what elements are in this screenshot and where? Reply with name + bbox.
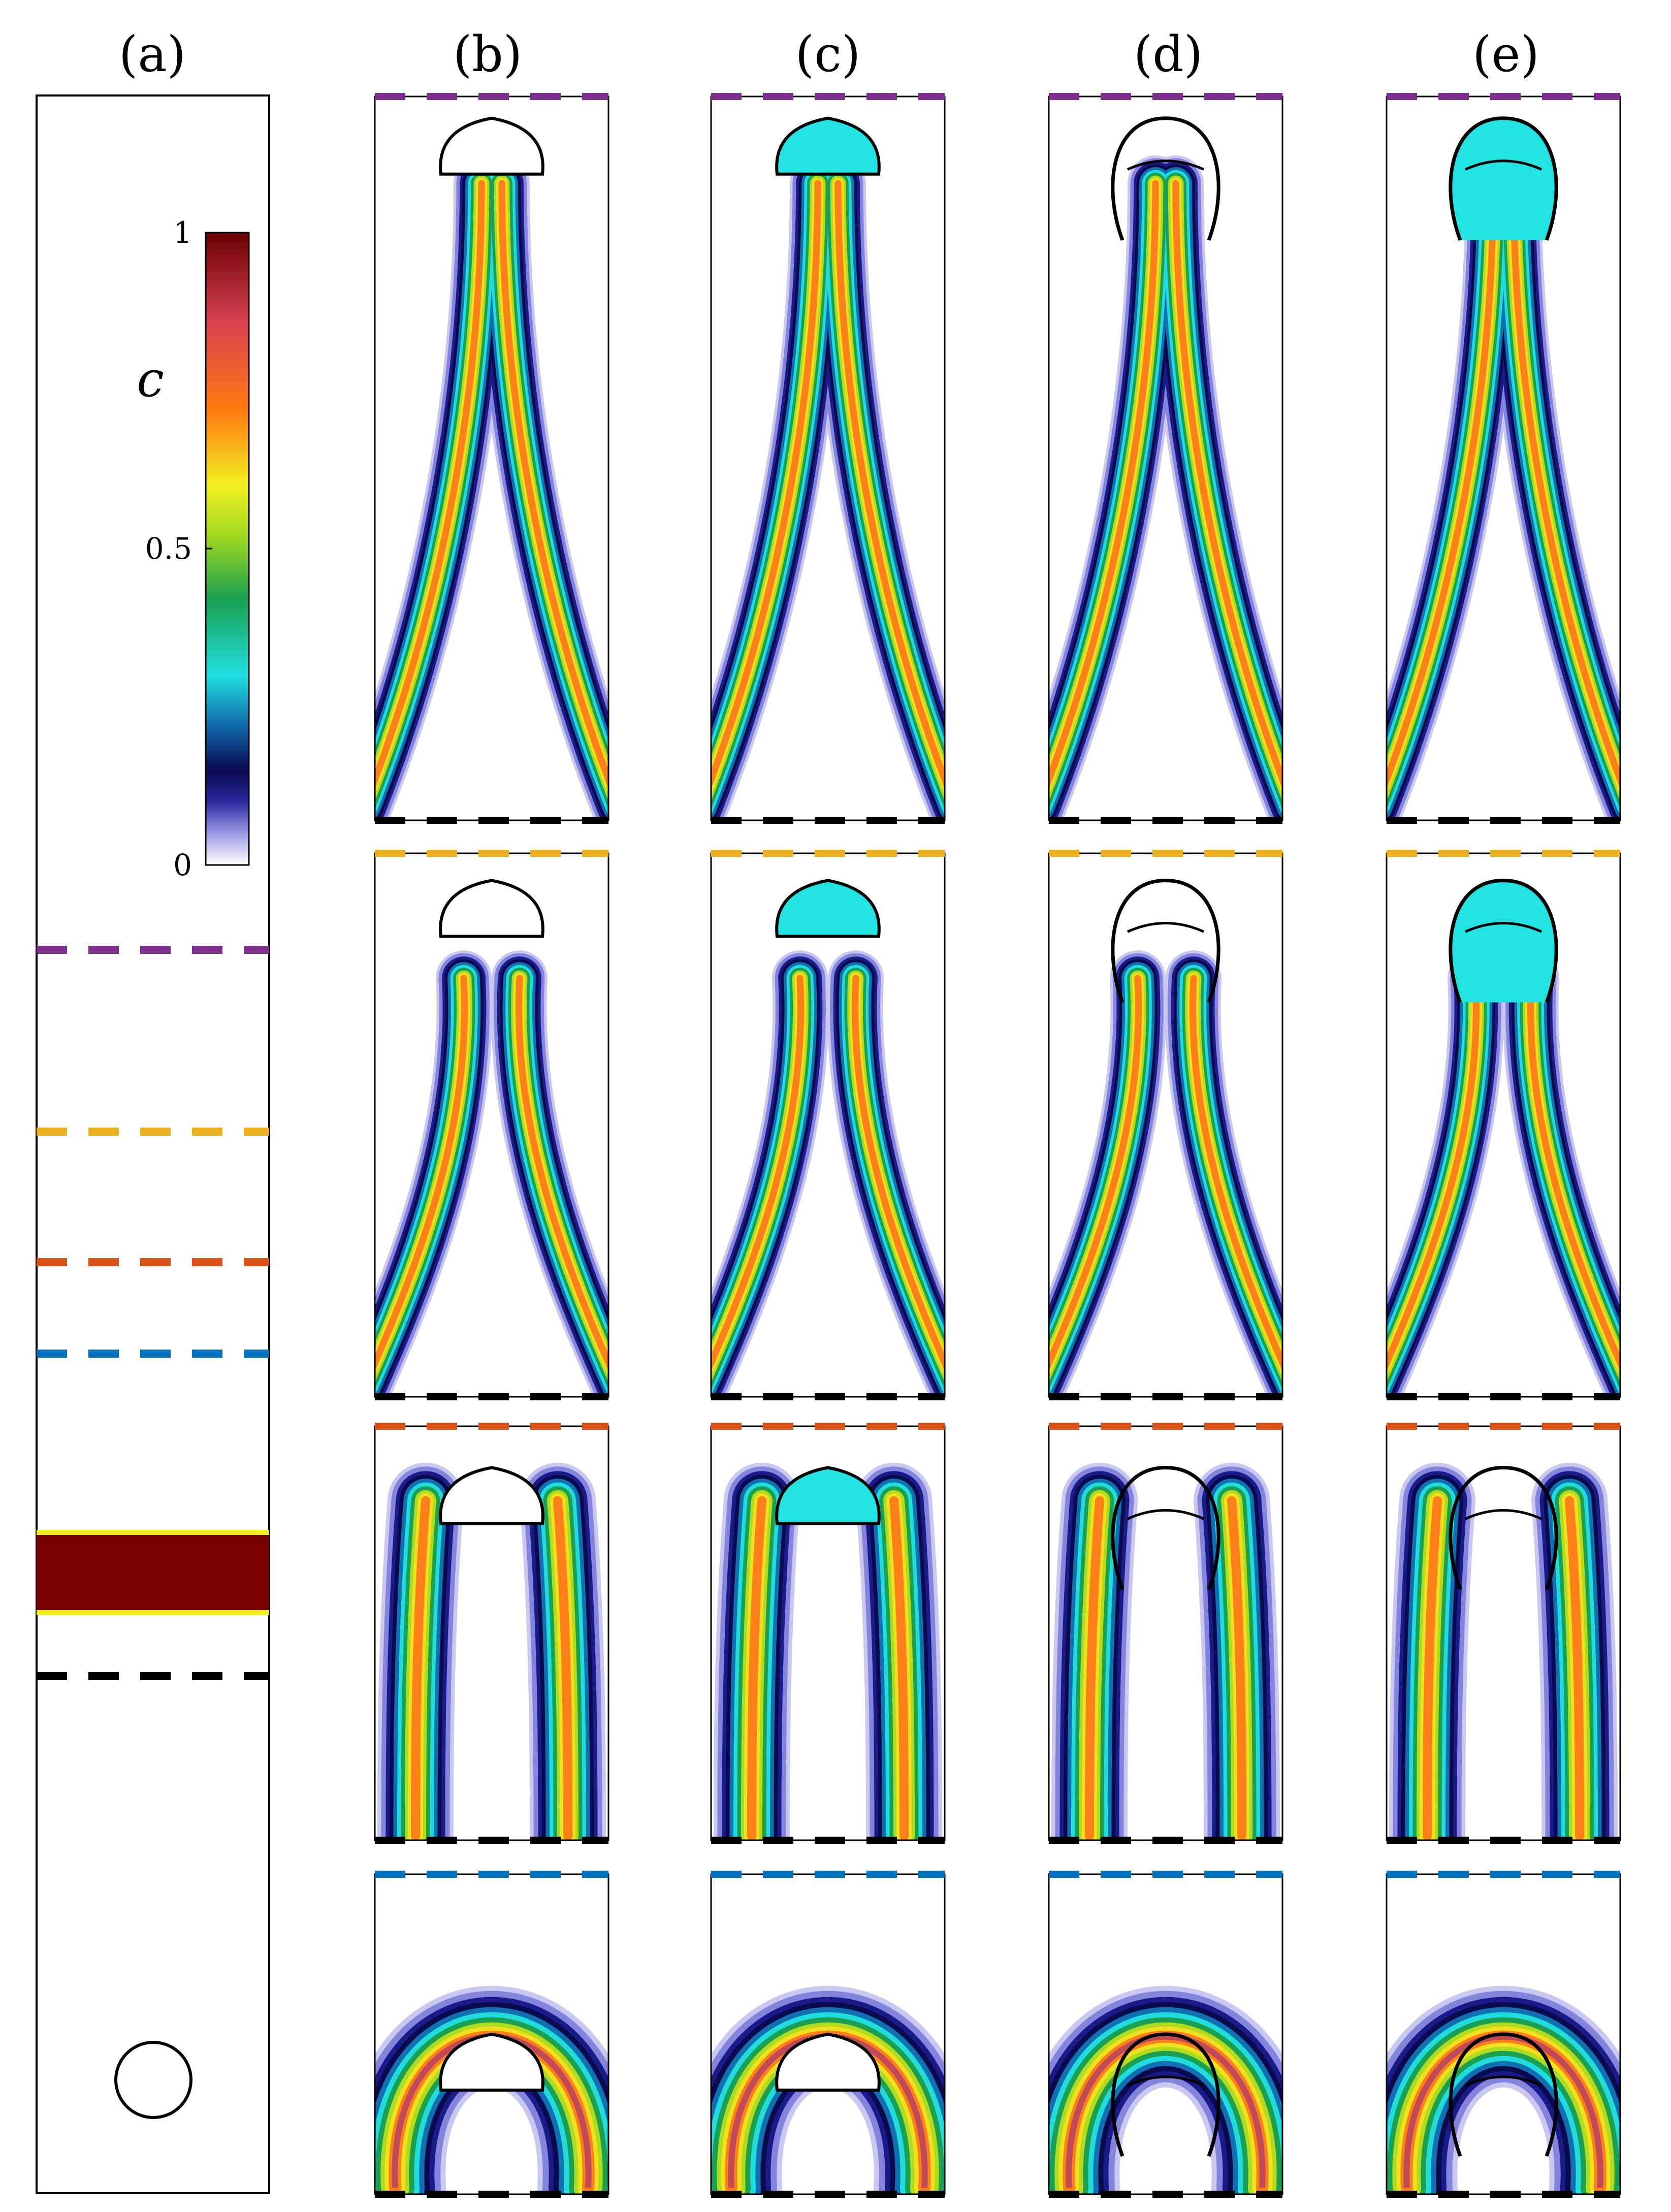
bubble-inner-interface: [1464, 159, 1543, 171]
concentration-field: [1049, 1985, 1282, 2194]
concentration-field: [375, 155, 608, 820]
concentration-contour: [553, 1496, 572, 1840]
concentration-contour: [747, 1496, 766, 1840]
bubble-inner-interface: [1464, 2075, 1543, 2087]
concentration-contour: [515, 975, 608, 1371]
snapshot-grid: [374, 93, 1621, 2198]
bubble-inner-interface: [1127, 159, 1205, 171]
snapshot-c-orange: [710, 1423, 946, 1844]
concentration-field: [1051, 1462, 1280, 1840]
panel-label-d: (d): [1134, 26, 1203, 83]
concentration-field: [1387, 155, 1620, 820]
panel-label-b: (b): [453, 26, 522, 83]
concentration-field: [375, 950, 608, 1397]
concentration-contour: [1189, 975, 1282, 1371]
colorbar-gradient: [205, 232, 250, 866]
snapshot-c-blue: [710, 1871, 946, 2198]
bubble-inner-interface: [1464, 922, 1543, 933]
bubble-outline: [439, 116, 544, 176]
bubble-outline: [775, 1466, 881, 1525]
snapshot-e-yellow: [1386, 850, 1621, 1400]
bubble-outline: [439, 879, 544, 938]
snapshot-c-yellow: [710, 850, 946, 1400]
snapshot-d-blue: [1048, 1871, 1283, 2198]
concentration-contour: [1565, 1496, 1584, 1840]
bubble-skirt-outline: [1111, 1465, 1220, 1590]
concentration-field: [714, 1462, 942, 1840]
concentration-field: [711, 155, 945, 820]
bubble-skirt-outline: [1449, 116, 1558, 241]
snapshot-c-purple: [710, 93, 946, 824]
bubble-outline: [775, 116, 881, 176]
snapshot-b-blue: [374, 1871, 609, 2198]
bubble-outline: [775, 2032, 881, 2092]
snapshot-e-purple: [1386, 93, 1621, 824]
concentration-contour: [1049, 975, 1142, 1371]
concentration-contour: [1423, 1496, 1442, 1840]
snapshot-b-purple: [374, 93, 609, 824]
panel-label-c: (c): [795, 26, 861, 83]
concentration-contour: [411, 1496, 430, 1840]
colorbar-tick-label-05: 0.5: [145, 531, 192, 566]
concentration-contour: [1527, 975, 1620, 1371]
concentration-field: [1049, 950, 1282, 1397]
concentration-contour: [851, 975, 945, 1371]
concentration-contour: [498, 180, 608, 789]
concentration-field: [377, 1462, 606, 1840]
concentration-field: [1387, 1985, 1620, 2194]
concentration-contour: [1387, 180, 1497, 789]
concentration-peak: [1403, 2033, 1603, 2188]
colorbar-variable-label: c: [137, 351, 164, 408]
colorbar-tick-label-1: 1: [173, 215, 192, 250]
panel-label-a: (a): [119, 26, 186, 83]
concentration-contour: [1049, 180, 1159, 789]
concentration-contour: [1510, 180, 1620, 789]
snapshot-d-yellow: [1048, 850, 1283, 1400]
bubble-inner-interface: [1464, 1509, 1543, 1520]
colorbar-tick-label-0: 0: [173, 848, 192, 882]
concentration-contour: [711, 975, 805, 1371]
scalar-band: [37, 1535, 269, 1610]
concentration-contour: [375, 975, 468, 1371]
snapshot-e-orange: [1386, 1423, 1621, 1844]
bubble-inner-interface: [1127, 922, 1205, 933]
panel-a: 1 0.5 0 c: [36, 94, 270, 2194]
bubble-outline: [775, 879, 881, 938]
snapshot-b-orange: [374, 1423, 609, 1844]
concentration-field: [1049, 155, 1282, 820]
concentration-contour: [1387, 975, 1480, 1371]
concentration-peak: [1066, 2033, 1266, 2188]
bubble-skirt-outline: [1111, 116, 1220, 241]
concentration-contour: [711, 180, 821, 789]
colorbar: 1 0.5 0 c: [137, 215, 250, 882]
snapshot-d-orange: [1048, 1423, 1283, 1844]
concentration-contour: [889, 1496, 909, 1840]
concentration-field: [1389, 1462, 1618, 1840]
concentration-field: [1387, 950, 1620, 1397]
bubble-inner-interface: [1127, 2075, 1205, 2087]
concentration-field: [711, 950, 945, 1397]
concentration-contour: [375, 180, 485, 789]
concentration-contour: [1085, 1496, 1104, 1840]
bubble-skirt-outline: [1449, 2032, 1558, 2157]
bubble-inner-interface: [1127, 1509, 1205, 1520]
panel-labels: (a) (b) (c) (d) (e): [119, 26, 1539, 83]
bubble-skirt-outline: [1111, 2032, 1220, 2157]
snapshot-d-purple: [1048, 93, 1283, 824]
concentration-contour: [1172, 180, 1282, 789]
bubble-skirt-outline: [1449, 878, 1558, 1003]
bubble-skirt-outline: [1449, 1465, 1558, 1590]
bubble-skirt-outline: [1111, 878, 1220, 1003]
snapshot-e-blue: [1386, 1871, 1621, 2198]
snapshot-b-yellow: [374, 850, 609, 1400]
concentration-contour: [1227, 1496, 1246, 1840]
concentration-contour: [834, 180, 945, 789]
bubble-outline: [439, 2032, 544, 2092]
bubble-outline: [439, 1466, 544, 1525]
panel-label-e: (e): [1472, 26, 1539, 83]
initial-bubble: [114, 2041, 192, 2119]
